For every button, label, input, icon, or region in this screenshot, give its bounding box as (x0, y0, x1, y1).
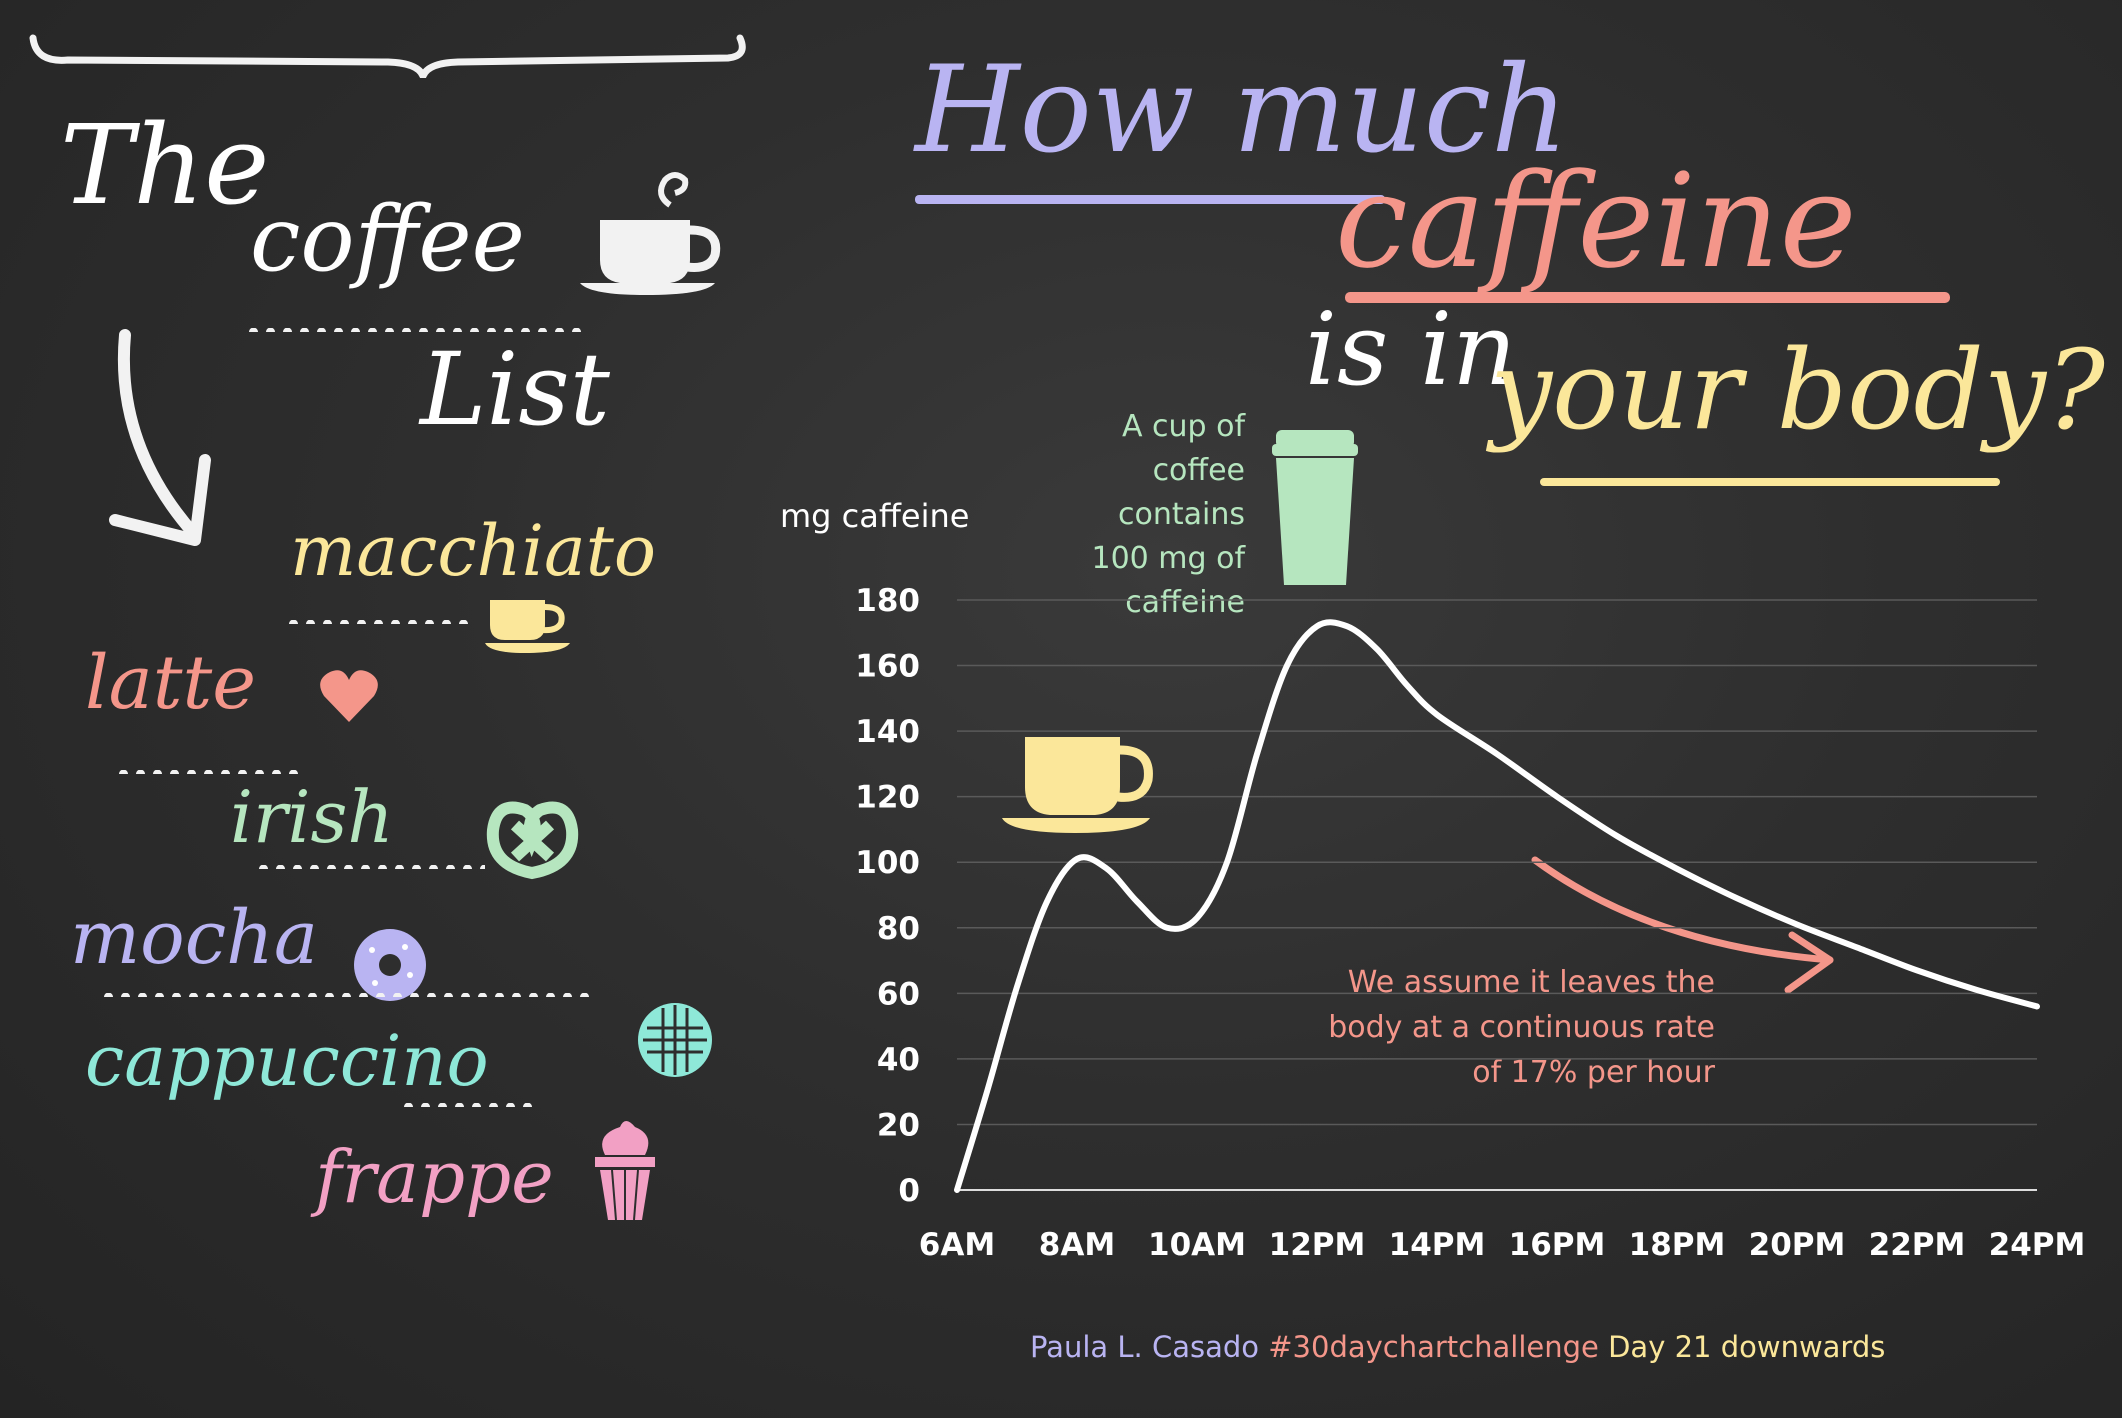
y-tick-label: 60 (877, 976, 920, 1012)
list-title-list: List (420, 331, 610, 448)
decay-note-line: of 17% per hour (1472, 1055, 1715, 1090)
headline-line3b: your body? (1490, 326, 2105, 454)
x-tick-label: 12PM (1269, 1227, 1366, 1263)
dots-mocha (100, 993, 590, 997)
y-tick-label: 180 (855, 583, 920, 619)
y-tick-label: 160 (855, 649, 920, 685)
arrow-icon (109, 329, 211, 546)
top-flourish (29, 34, 746, 78)
credit-day: Day 21 downwards (1608, 1330, 1886, 1364)
x-tick-label: 10AM (1148, 1227, 1246, 1263)
list-title-coffee: coffee (250, 187, 525, 292)
caffeine-line (954, 619, 2040, 1193)
headline-line2: caffeine (1335, 145, 1857, 297)
y-tick-label: 80 (877, 911, 920, 947)
cup-note-line: coffee (1152, 453, 1245, 488)
cup-note-line: caffeine (1125, 585, 1245, 620)
pretzel-icon (486, 801, 579, 880)
list-title-the: The (60, 101, 270, 229)
cup-note-line: 100 mg of (1091, 541, 1245, 576)
list-item-mocha: mocha (70, 895, 318, 981)
headline-underline2 (1345, 292, 1950, 303)
headline-line1: How much (915, 41, 1569, 180)
y-tick-label: 120 (855, 780, 920, 816)
y-tick-label: 40 (877, 1042, 920, 1078)
headline-underline3 (1540, 478, 2000, 486)
x-tick-label: 16PM (1509, 1227, 1606, 1263)
y-tick-label: 20 (877, 1107, 920, 1143)
decay-note-line: body at a continuous rate (1328, 1010, 1715, 1045)
cup-note-line: A cup of (1121, 409, 1245, 444)
takeaway-cup-icon (1272, 430, 1358, 585)
dots-irish (255, 865, 485, 869)
waffle-icon (638, 1003, 712, 1077)
decay-note-line: We assume it leaves the (1347, 965, 1715, 1000)
x-tick-label: 18PM (1629, 1227, 1726, 1263)
small-cup-icon (485, 600, 570, 653)
donut-icon (354, 929, 426, 1001)
dots-cappuccino (400, 1103, 540, 1107)
credit-hashtag: #30daychartchallenge (1268, 1330, 1599, 1364)
heart-icon (320, 670, 378, 722)
headline-line3a: is in (1305, 291, 1517, 408)
x-tick-label: 6AM (919, 1227, 995, 1263)
dots-latte (115, 770, 305, 774)
credit: Paula L. Casado #30daychartchallenge Day… (1030, 1330, 1885, 1364)
x-tick-label: 22PM (1869, 1227, 1966, 1263)
headline-underline1 (915, 195, 1385, 204)
y-tick-label: 140 (855, 714, 920, 750)
credit-author: Paula L. Casado (1030, 1330, 1260, 1364)
dots-macchiato (285, 620, 475, 624)
x-tick-label: 20PM (1749, 1227, 1846, 1263)
list-item-latte: latte (85, 640, 257, 726)
list-item-macchiato: macchiato (290, 510, 656, 592)
cup-note: A cup of coffee contains 100 mg of caffe… (1040, 405, 1245, 625)
list-item-irish: irish (230, 775, 394, 859)
list-item-frappe: frappe (315, 1135, 554, 1219)
title-dots (245, 328, 585, 332)
list-item-cappuccino: cappuccino (85, 1020, 489, 1102)
x-tick-label: 24PM (1989, 1227, 2086, 1263)
y-tick-label: 100 (855, 845, 920, 881)
steaming-cup-icon (580, 172, 721, 295)
cup-at-peak-icon (1002, 737, 1153, 833)
y-axis-label: mg caffeine (780, 497, 970, 535)
y-tick-label: 0 (898, 1173, 920, 1209)
cup-note-line: contains (1118, 497, 1245, 532)
decay-note: We assume it leaves the body at a contin… (1230, 960, 1715, 1095)
x-tick-label: 14PM (1389, 1227, 1486, 1263)
x-tick-label: 8AM (1039, 1227, 1115, 1263)
ice-cream-icon (595, 1121, 655, 1221)
